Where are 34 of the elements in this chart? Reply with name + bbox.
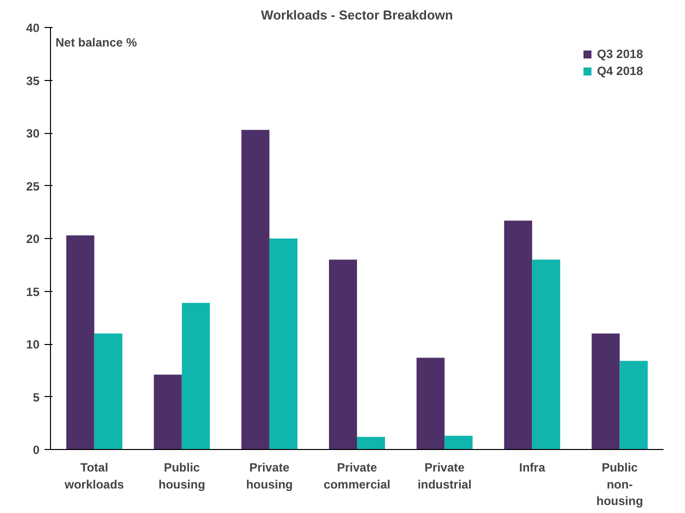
bar — [66, 235, 94, 450]
x-tick-label: Infra — [519, 460, 546, 474]
x-tick-label: Private industrial — [418, 460, 472, 492]
y-tick-label: 20 — [26, 232, 40, 246]
bar — [269, 238, 298, 450]
bar — [94, 333, 122, 450]
y-tick-label: 40 — [26, 21, 40, 35]
y-tick-label: 25 — [26, 179, 40, 194]
x-tick-label: Public non-housing — [596, 460, 644, 508]
legend-label: Q4 2018 — [596, 64, 643, 78]
bar — [182, 302, 210, 450]
bar — [154, 374, 182, 450]
bar — [592, 333, 620, 450]
x-tick-label: Private housing — [246, 460, 293, 492]
y-tick-label: 15 — [26, 284, 40, 299]
bar — [620, 360, 648, 450]
bar — [416, 358, 445, 450]
y-tick-label: 5 — [32, 390, 40, 404]
x-tick-label: Private commercial — [324, 460, 390, 492]
bar — [532, 260, 560, 450]
x-tick-label: Total workloads — [64, 460, 124, 492]
y-tick-label: 30 — [26, 126, 40, 140]
bar — [241, 130, 270, 450]
bar — [504, 220, 532, 450]
y-tick-label: 0 — [32, 443, 40, 457]
bar — [357, 436, 386, 450]
y-axis-title: Net balance % — [56, 36, 138, 50]
bar — [444, 436, 473, 450]
legend-label: Q3 2018 — [596, 47, 643, 61]
y-tick-label: 10 — [26, 338, 40, 352]
x-tick-label: Public housing — [158, 460, 206, 492]
bar — [328, 260, 357, 450]
y-tick-label: 35 — [26, 74, 40, 88]
chart-title: Workloads - Sector Breakdown — [261, 8, 454, 22]
